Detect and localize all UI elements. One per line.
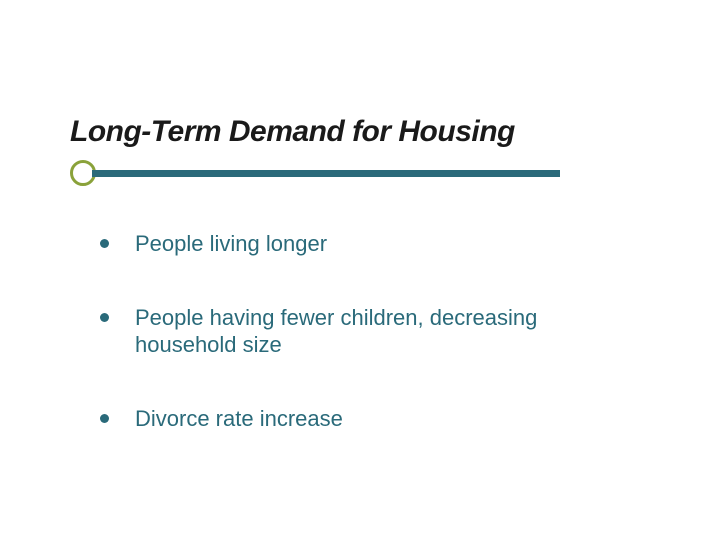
bullet-text: People living longer (135, 230, 640, 258)
bullet-icon (100, 239, 109, 248)
slide-title: Long-Term Demand for Housing (70, 115, 515, 149)
bullet-text: Divorce rate increase (135, 405, 640, 433)
list-item: Divorce rate increase (100, 405, 640, 433)
rule-bar (92, 170, 560, 177)
bullet-text: People having fewer children, decreasing… (135, 304, 640, 359)
slide: Long-Term Demand for Housing People livi… (0, 0, 720, 540)
bullet-icon (100, 313, 109, 322)
bullet-icon (100, 414, 109, 423)
list-item: People living longer (100, 230, 640, 258)
title-rule (70, 160, 560, 186)
bullet-list: People living longer People having fewer… (100, 230, 640, 478)
list-item: People having fewer children, decreasing… (100, 304, 640, 359)
title-area: Long-Term Demand for Housing (70, 115, 515, 149)
